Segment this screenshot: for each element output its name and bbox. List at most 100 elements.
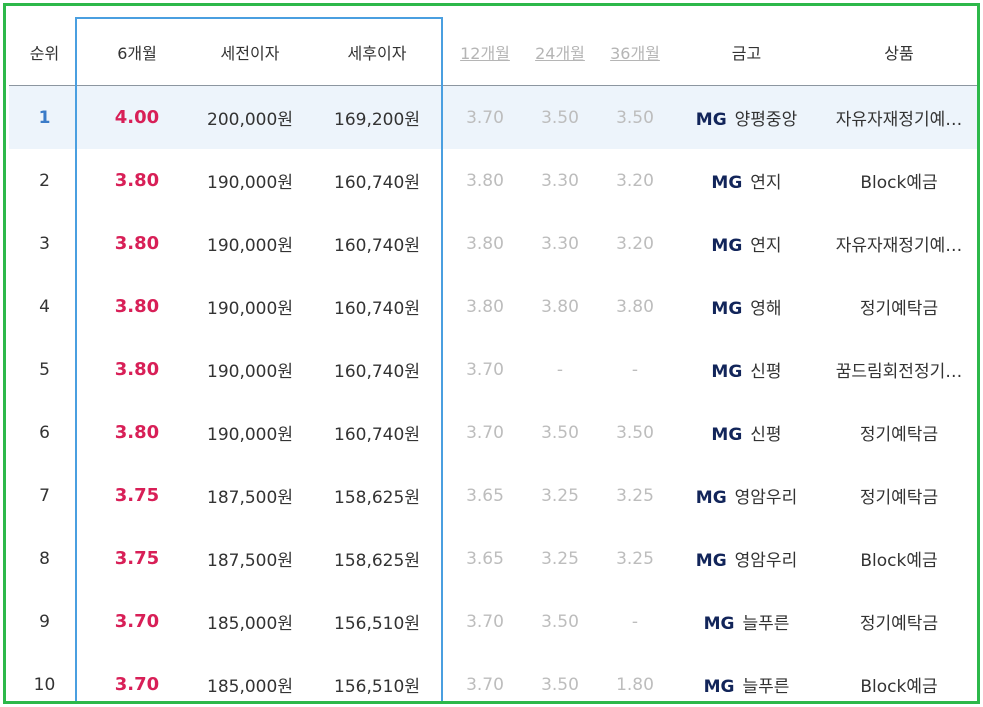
pre-tax-interest-cell: 200,000원 [194, 85, 306, 149]
product-cell[interactable]: 자유자재정기예… [835, 236, 963, 256]
table-row[interactable]: 6 3.80 190,000원 160,740원 3.70 3.50 3.50 MG 신평 정기예… [9, 401, 977, 464]
bank-cell[interactable]: MG 신평 [672, 401, 821, 464]
rate-6-month-cell: 3.75 [114, 485, 160, 506]
product-cell[interactable]: 정기예탁금 [859, 299, 939, 319]
bank-cell[interactable]: MG 연지 [672, 212, 821, 275]
table-row[interactable]: 4 3.80 190,000원 160,740원 3.80 3.80 3.80 MG 영해 정기예… [9, 275, 977, 338]
rate-12-month-cell: 3.70 [448, 85, 522, 149]
rate-12-month-cell: 3.80 [466, 233, 504, 254]
bank-cell[interactable]: MG 늘푸른 [672, 653, 821, 701]
product-cell[interactable]: 자유자재정기예… [821, 85, 977, 149]
rate-24-month-cell: 3.30 [541, 233, 579, 254]
post-tax-interest-cell: 160,740원 [334, 425, 420, 445]
table-row[interactable]: 7 3.75 187,500원 158,625원 3.65 3.25 3.25 MG 영암우리 정… [9, 464, 977, 527]
rate-12-month-cell: 3.70 [466, 674, 504, 695]
rate-6-month-cell: 3.80 [114, 359, 160, 380]
product-cell[interactable]: 정기예탁금 [859, 488, 939, 508]
rate-36-month-cell: 3.50 [616, 422, 654, 443]
rate-36-month-cell: 3.20 [616, 233, 654, 254]
bank-name: 영암우리 [734, 551, 798, 571]
rate-12-month-cell: 3.70 [466, 611, 504, 632]
rate-36-month-cell: 3.25 [616, 548, 654, 569]
post-tax-interest-cell: 160,740원 [334, 173, 420, 193]
bank-cell[interactable]: MG 영해 [672, 275, 821, 338]
mg-logo: MG [711, 173, 743, 193]
pre-tax-interest-cell: 190,000원 [207, 173, 293, 193]
rate-12-month-cell: 3.70 [466, 422, 504, 443]
bank-cell[interactable]: MG 신평 [672, 338, 821, 401]
product-cell[interactable]: Block예금 [860, 677, 938, 697]
post-tax-interest-cell: 158,625원 [334, 551, 420, 571]
rate-36-month-cell: 1.80 [616, 674, 654, 695]
rate-36-month-cell: 3.25 [616, 485, 654, 506]
product-cell[interactable]: Block예금 [860, 551, 938, 571]
rate-36-month-cell: 3.50 [598, 85, 672, 149]
rate-12-month-cell: 3.80 [466, 296, 504, 317]
pre-tax-interest-cell: 190,000원 [207, 299, 293, 319]
header-bank: 금고 [672, 19, 821, 86]
table-row[interactable]: 10 3.70 185,000원 156,510원 3.70 3.50 1.80 MG 늘푸른 B… [9, 653, 977, 701]
bank-cell[interactable]: MG 연지 [672, 149, 821, 212]
table-row[interactable]: 5 3.80 190,000원 160,740원 3.70 - - MG 신평 꿈드림회전정기… [9, 338, 977, 401]
product-cell[interactable]: Block예금 [860, 173, 938, 193]
post-tax-interest-cell: 169,200원 [306, 85, 448, 149]
bank-cell[interactable]: MG 영암우리 [672, 527, 821, 590]
mg-logo: MG [695, 551, 727, 571]
post-tax-interest-cell: 160,740원 [334, 236, 420, 256]
pre-tax-interest-cell: 190,000원 [207, 425, 293, 445]
rate-12-month-cell: 3.80 [466, 170, 504, 191]
rate-24-month-cell: 3.30 [541, 170, 579, 191]
bank-name: 영해 [750, 299, 782, 319]
rank-cell: 9 [39, 611, 50, 632]
bank-name: 늘푸른 [742, 677, 790, 697]
table-row[interactable]: 8 3.75 187,500원 158,625원 3.65 3.25 3.25 MG 영암우리 B… [9, 527, 977, 590]
post-tax-interest-cell: 160,740원 [334, 362, 420, 382]
bank-name: 양평중앙 [734, 110, 798, 130]
bank-name: 연지 [750, 173, 782, 193]
rank-cell: 4 [39, 296, 50, 317]
rate-24-month-cell: 3.50 [541, 422, 579, 443]
rate-24-month-cell: 3.25 [541, 548, 579, 569]
bank-name: 신평 [750, 425, 782, 445]
rate-24-month-cell: 3.50 [541, 674, 579, 695]
post-tax-interest-cell: 156,510원 [334, 677, 420, 697]
rank-cell: 8 [39, 548, 50, 569]
mg-logo: MG [711, 362, 743, 382]
bank-cell[interactable]: MG 영암우리 [672, 464, 821, 527]
mg-logo: MG [711, 236, 743, 256]
tab-36-month[interactable]: 36개월 [598, 19, 672, 86]
bank-cell[interactable]: MG 양평중앙 [672, 85, 821, 149]
pre-tax-interest-cell: 185,000원 [207, 677, 293, 697]
rank-cell: 7 [39, 485, 50, 506]
table-row[interactable]: 1 4.00 200,000원 169,200원 3.70 3.50 3.50 MG 양평중앙 자… [9, 85, 977, 149]
rate-6-month-cell: 3.80 [114, 233, 160, 254]
rate-6-month-cell: 3.70 [114, 674, 160, 695]
tab-24-month[interactable]: 24개월 [522, 19, 598, 86]
header-pre-tax-interest: 세전이자 [194, 19, 306, 86]
rate-36-month-cell: 3.20 [616, 170, 654, 191]
rank-cell: 3 [39, 233, 50, 254]
rate-24-month-cell: - [556, 359, 564, 380]
bank-cell[interactable]: MG 늘푸른 [672, 590, 821, 653]
table-row[interactable]: 2 3.80 190,000원 160,740원 3.80 3.30 3.20 MG 연지 Blo… [9, 149, 977, 212]
mg-logo: MG [703, 677, 735, 697]
product-cell[interactable]: 정기예탁금 [859, 614, 939, 634]
pre-tax-interest-cell: 190,000원 [207, 362, 293, 382]
table-header-row: 순위 6개월 세전이자 세후이자 12개월 24개월 36개월 금고 상품 [9, 19, 977, 86]
rank-cell: 2 [39, 170, 50, 191]
post-tax-interest-cell: 158,625원 [334, 488, 420, 508]
header-6-month[interactable]: 6개월 [80, 19, 194, 86]
rate-6-month-cell: 3.80 [114, 170, 160, 191]
rate-24-month-cell: 3.50 [522, 85, 598, 149]
bank-name: 연지 [750, 236, 782, 256]
table-row[interactable]: 3 3.80 190,000원 160,740원 3.80 3.30 3.20 MG 연지 자유자… [9, 212, 977, 275]
pre-tax-interest-cell: 190,000원 [207, 236, 293, 256]
product-cell[interactable]: 꿈드림회전정기… [835, 362, 963, 382]
rank-cell: 5 [39, 359, 50, 380]
table-row[interactable]: 9 3.70 185,000원 156,510원 3.70 3.50 - MG 늘푸른 정기예탁금 [9, 590, 977, 653]
mg-logo: MG [695, 488, 727, 508]
product-cell[interactable]: 정기예탁금 [859, 425, 939, 445]
tab-12-month[interactable]: 12개월 [448, 19, 522, 86]
rate-36-month-cell: - [631, 359, 639, 380]
